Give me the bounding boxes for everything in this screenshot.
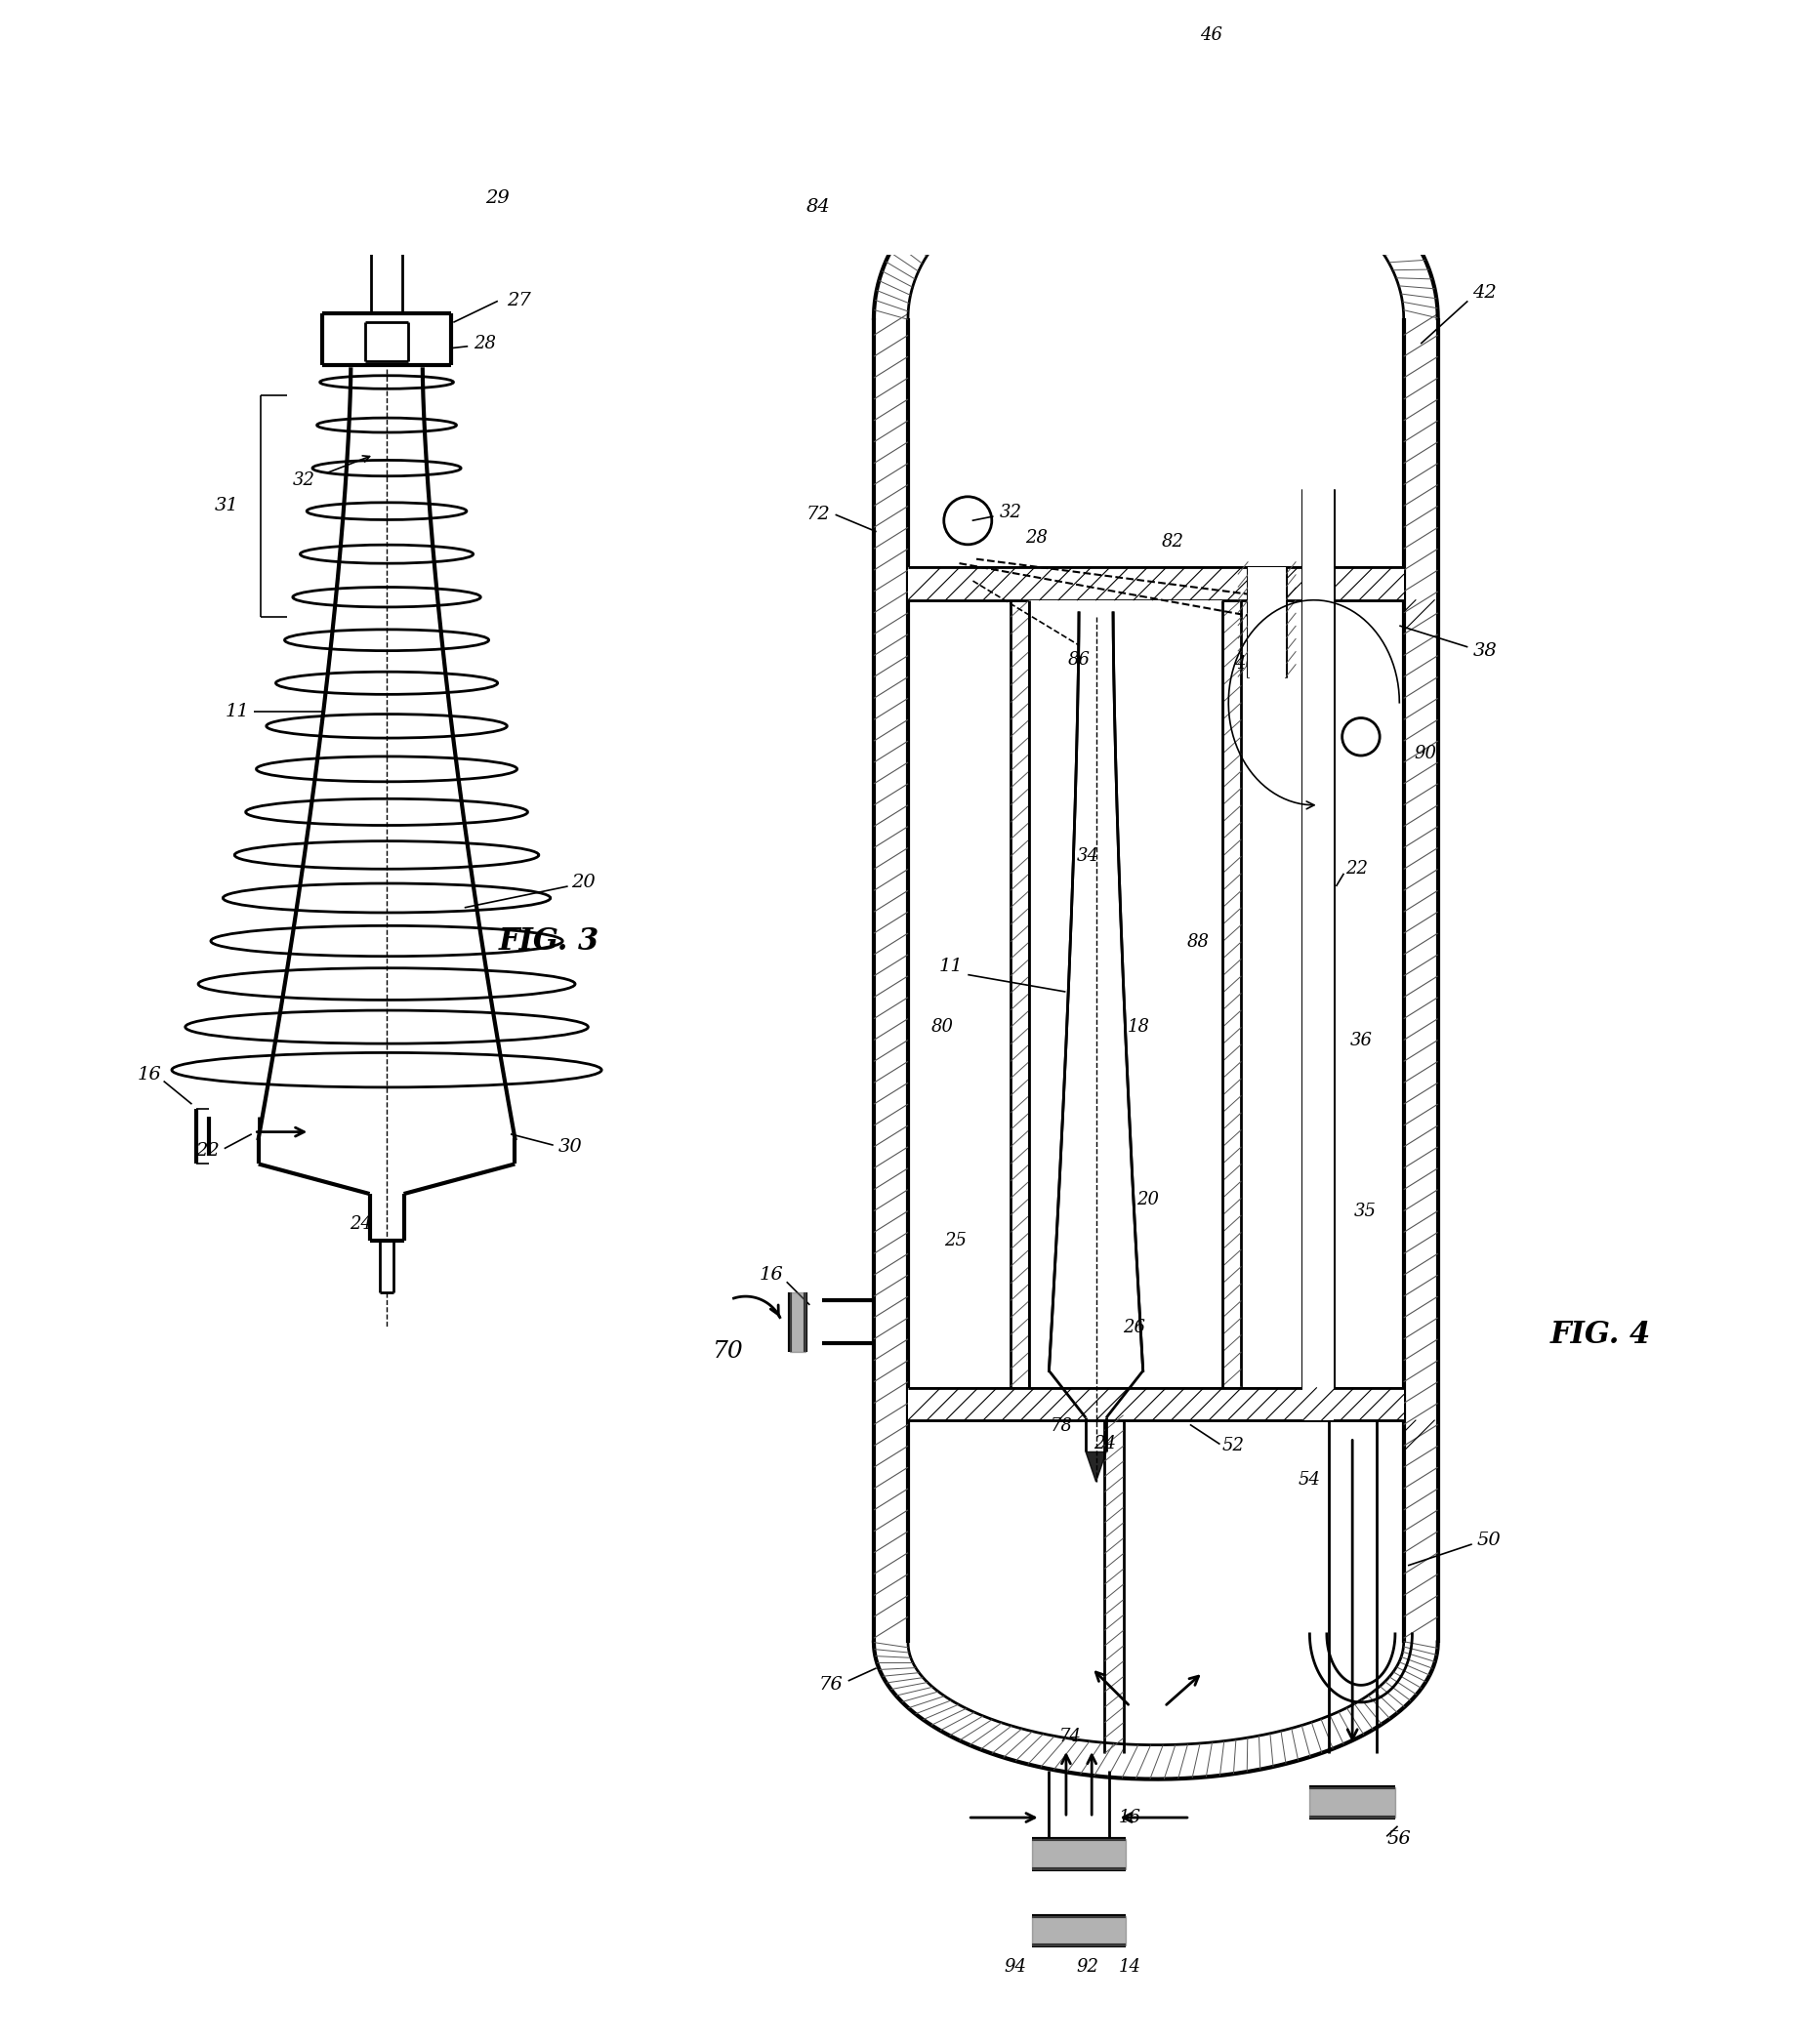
Text: 88: 88 [1188, 932, 1209, 950]
Text: 28: 28 [474, 335, 496, 352]
Text: 46: 46 [1200, 27, 1222, 43]
Text: FIG. 3: FIG. 3 [499, 926, 599, 957]
Text: 22: 22 [1346, 861, 1367, 879]
Text: FIG. 4: FIG. 4 [1549, 1320, 1651, 1349]
Text: 30: 30 [558, 1139, 583, 1155]
Polygon shape [790, 1292, 806, 1351]
Polygon shape [908, 1388, 1404, 1421]
Polygon shape [1031, 1840, 1126, 1868]
Text: 48: 48 [1331, 0, 1357, 2]
Text: 26: 26 [1124, 1318, 1146, 1337]
Text: 94: 94 [1004, 1958, 1026, 1977]
Text: 29: 29 [485, 190, 510, 206]
Text: 42: 42 [1473, 284, 1496, 300]
Polygon shape [1302, 489, 1333, 1421]
Text: 24: 24 [350, 1214, 372, 1233]
Text: 36: 36 [1349, 1032, 1373, 1049]
Text: 31: 31 [214, 497, 240, 515]
Polygon shape [1050, 613, 1142, 1372]
Text: 25: 25 [944, 1233, 966, 1249]
Text: 14: 14 [1119, 1958, 1142, 1977]
Text: 35: 35 [1355, 1202, 1377, 1220]
Text: 34: 34 [1077, 848, 1099, 865]
Text: 22: 22 [194, 1143, 220, 1159]
Text: 16: 16 [136, 1065, 162, 1083]
Text: 20: 20 [572, 873, 596, 891]
Text: 90: 90 [1415, 746, 1436, 762]
Polygon shape [1300, 10, 1318, 35]
Text: 52: 52 [1222, 1437, 1244, 1455]
Text: 32: 32 [999, 503, 1022, 521]
Text: 11: 11 [225, 703, 249, 719]
Text: 76: 76 [819, 1676, 843, 1694]
Text: 16: 16 [1119, 1809, 1142, 1827]
Text: 92: 92 [1077, 1958, 1099, 1977]
Text: 20: 20 [1137, 1192, 1159, 1208]
Text: 86: 86 [1068, 652, 1090, 668]
Polygon shape [1248, 568, 1286, 677]
Text: 32: 32 [292, 472, 314, 489]
Text: 28: 28 [1024, 529, 1048, 546]
Text: 16: 16 [759, 1265, 783, 1284]
Polygon shape [1215, 10, 1233, 35]
Text: 84: 84 [806, 198, 830, 217]
Text: 82: 82 [1162, 533, 1184, 550]
Text: 38: 38 [1473, 642, 1496, 660]
Text: 78: 78 [1051, 1416, 1073, 1435]
Polygon shape [1031, 1915, 1126, 1946]
Text: 72: 72 [806, 505, 830, 523]
Text: 50: 50 [1476, 1531, 1502, 1549]
Text: 18: 18 [1128, 1018, 1150, 1036]
Text: 54: 54 [1298, 1472, 1320, 1488]
Text: 24: 24 [1093, 1435, 1115, 1451]
Text: 56: 56 [1387, 1829, 1411, 1848]
Polygon shape [1086, 1451, 1106, 1482]
Polygon shape [908, 568, 1404, 601]
Text: 27: 27 [507, 292, 532, 311]
Text: 74: 74 [1059, 1727, 1082, 1746]
Text: 70: 70 [714, 1341, 745, 1363]
Polygon shape [1309, 1788, 1395, 1817]
Polygon shape [1030, 601, 1222, 1421]
Text: 11: 11 [939, 957, 962, 975]
Text: 80: 80 [932, 1018, 953, 1036]
Text: 40: 40 [1235, 656, 1257, 672]
